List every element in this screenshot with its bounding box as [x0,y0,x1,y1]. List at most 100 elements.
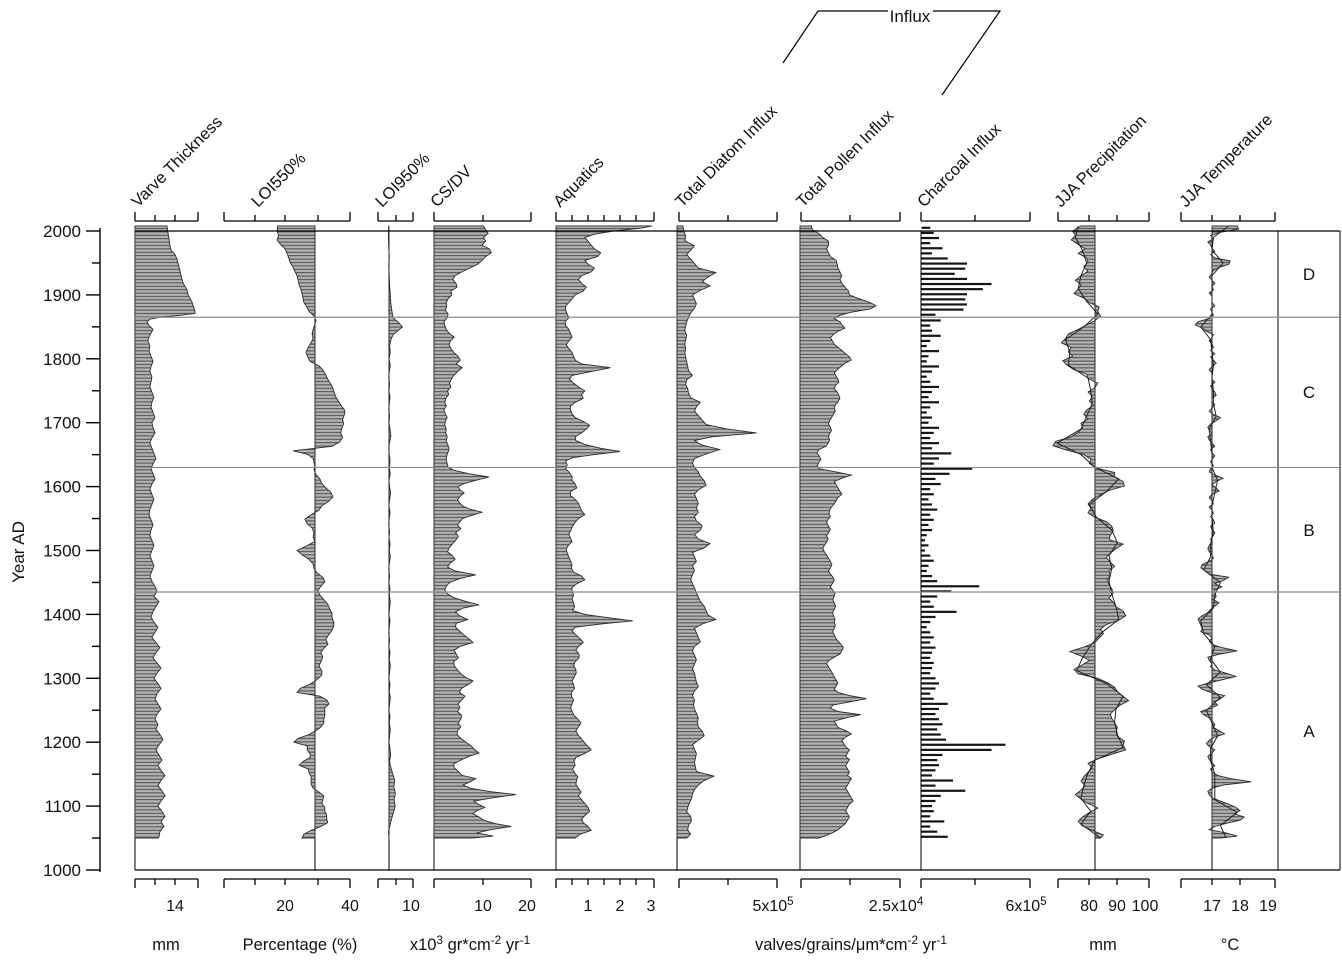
year-tick-label: 1900 [43,286,81,305]
charcoal-bar [921,257,948,260]
charcoal-bar [921,549,925,552]
charcoal-bar [921,626,927,629]
year-tick-label: 1100 [44,797,81,816]
charcoal-bar [921,477,936,481]
charcoal-bar [921,308,964,311]
charcoal-bar [921,313,936,316]
charcoal-bar [921,835,948,838]
year-tick-label: 1700 [43,414,81,433]
charcoal-bar [921,697,934,700]
influx-label: Influx [890,7,931,26]
charcoal-bar [921,600,931,603]
charcoal-bar [921,282,992,286]
zone-letter-C: C [1303,383,1315,402]
charcoal-bar [921,774,932,777]
charcoal-bar [921,236,939,240]
charcoal-bar [921,702,948,705]
varve-silhouette [134,225,196,839]
charcoal-bar [921,610,957,613]
charcoal-bar [921,779,953,782]
panel-diatom [676,225,757,839]
charcoal-bar [921,574,932,578]
scale-tick-label: 19 [1259,898,1277,915]
axis-unit-label: mm [152,936,180,954]
charcoal-bar [921,226,931,229]
axis-unit-label: mm [1089,936,1117,954]
charcoal-bar [921,498,929,501]
plot-frame [135,230,1340,871]
scale-tick-label: 5x105 [752,896,793,915]
precip-silhouette [1052,225,1130,839]
charcoal-bar [921,810,934,813]
scale-tick-label: 18 [1231,898,1249,915]
aquatics-silhouette [555,225,653,839]
year-tick-label: 1300 [43,669,81,688]
zone-letter-B: B [1303,521,1314,540]
panel-varve [134,225,196,839]
charcoal-bar [921,339,931,343]
zone-boundaries [135,316,1340,593]
charcoal-bar [921,319,941,322]
charcoal-bar [921,252,932,255]
charcoal-bar [921,247,943,250]
scale-tick-label: 6x105 [1005,896,1046,915]
charcoal-bar [921,396,929,399]
charcoal-bar [921,564,929,567]
year-tick-label: 1600 [43,478,81,497]
charcoal-bar [921,580,938,583]
panel-loi550 [276,225,346,839]
charcoal-bar [921,277,967,281]
scale-tick-label: 14 [166,898,184,915]
axis-unit-label: valves/grains/μm*cm-2 yr-1 [755,933,947,954]
charcoal-bar [921,375,927,378]
charcoal-bar [921,820,945,823]
charcoal-bar [921,641,931,644]
year-tick-label: 1800 [43,350,81,369]
charcoal-bar [921,799,936,803]
charcoal-bar [921,370,932,373]
charcoal-bar [921,231,934,235]
charcoal-bar [921,421,929,424]
scale-tick-label: 2 [616,898,625,915]
charcoal-bar [921,539,925,542]
charcoal-bar [921,334,941,337]
loi950-silhouette [387,225,404,839]
charcoal-bar [921,738,946,741]
charcoal-bar [921,656,931,659]
charcoal-bar [921,712,936,716]
charcoal-bar [921,815,931,818]
charcoal-bar [921,825,931,828]
scale-tick-label: 90 [1108,898,1126,915]
charcoal-bar [921,692,931,695]
axis-unit-label: Percentage (%) [243,936,358,954]
charcoal-bar [921,707,939,711]
charcoal-bar [921,401,939,404]
panel-aquatics [555,225,653,839]
charcoal-bar [921,385,939,389]
diatom-silhouette [676,225,757,839]
charcoal-bar [921,631,931,634]
scale-tick-label: 10 [474,898,492,915]
charcoal-bar [921,431,934,435]
charcoal-bar [921,666,932,670]
charcoal-bar [921,651,932,654]
charcoal-bar [921,769,936,772]
charcoal-bar [921,293,967,296]
charcoal-bar [921,493,934,496]
charcoal-bar [921,390,932,394]
panel-precip [1052,225,1130,839]
charcoal-bar [921,303,967,306]
charcoal-bar [921,728,938,731]
precip-trend-line [1056,225,1124,839]
charcoal-bar [921,794,941,797]
charcoal-bar [921,503,932,506]
charcoal-bar [921,472,950,475]
zone-letter-A: A [1303,722,1315,741]
charcoal-bar [921,723,943,726]
charcoal-bar [921,288,983,291]
scale-tick-label: 1 [584,898,593,915]
charcoal-bar [921,753,943,757]
charcoal-bar [921,764,939,767]
charcoal-bar [921,272,955,275]
